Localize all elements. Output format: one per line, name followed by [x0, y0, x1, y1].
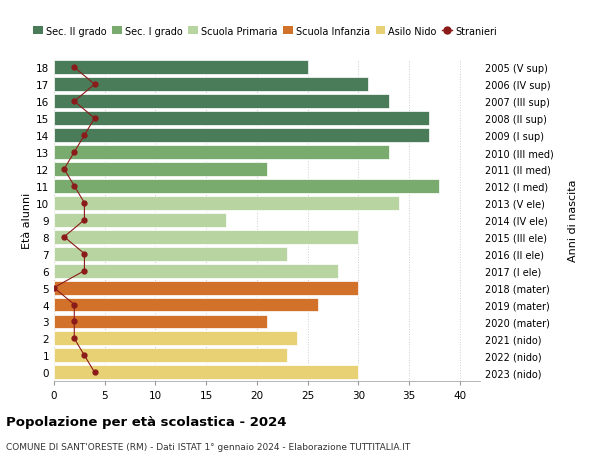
Bar [54, 230, 358, 244]
Bar [54, 365, 358, 380]
Bar [54, 129, 429, 143]
Bar [54, 315, 267, 329]
Text: Popolazione per età scolastica - 2024: Popolazione per età scolastica - 2024 [6, 415, 287, 428]
Bar [54, 281, 358, 295]
Bar [54, 61, 308, 75]
Bar [54, 213, 226, 227]
Bar [54, 162, 267, 177]
Bar [54, 247, 287, 261]
Bar [54, 332, 298, 346]
Bar [54, 179, 439, 193]
Bar [54, 78, 368, 92]
Bar [54, 146, 389, 160]
Bar [54, 349, 287, 363]
Bar [54, 298, 318, 312]
Bar [54, 264, 338, 278]
Legend: Sec. II grado, Sec. I grado, Scuola Primaria, Scuola Infanzia, Asilo Nido, Stran: Sec. II grado, Sec. I grado, Scuola Prim… [29, 23, 500, 40]
Text: COMUNE DI SANT'ORESTE (RM) - Dati ISTAT 1° gennaio 2024 - Elaborazione TUTTITALI: COMUNE DI SANT'ORESTE (RM) - Dati ISTAT … [6, 442, 410, 451]
Bar [54, 196, 399, 210]
Y-axis label: Anni di nascita: Anni di nascita [568, 179, 577, 262]
Bar [54, 112, 429, 126]
Bar [54, 95, 389, 109]
Y-axis label: Età alunni: Età alunni [22, 192, 32, 248]
